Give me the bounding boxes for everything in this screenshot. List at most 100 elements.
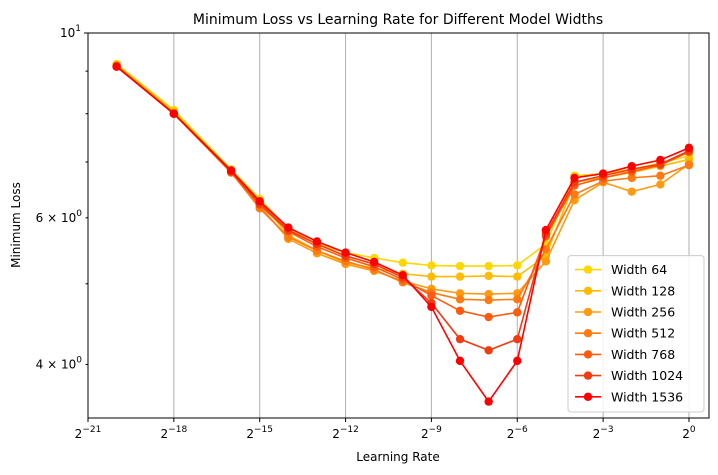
data-point — [284, 223, 293, 232]
x-tick-label-base: 2 — [161, 427, 169, 441]
x-tick-label-exponent: −15 — [254, 425, 273, 435]
data-point — [427, 261, 436, 270]
data-point — [427, 272, 436, 281]
series-width-1536 — [112, 62, 694, 406]
data-point — [513, 308, 522, 317]
x-tick-label: 20 — [682, 425, 696, 441]
legend-box — [567, 255, 705, 413]
x-tick-label-base: 2 — [75, 427, 83, 441]
x-tick-label-base: 2 — [332, 427, 340, 441]
data-point — [513, 356, 522, 366]
x-tick-label: 2−3 — [593, 425, 614, 441]
data-point — [398, 270, 407, 280]
data-point — [484, 346, 493, 355]
data-point — [627, 173, 636, 183]
data-point — [484, 397, 493, 406]
legend-marker — [583, 392, 593, 401]
x-axis-label: Learning Rate — [356, 450, 439, 464]
x-tick-label-base: 2 — [682, 427, 690, 441]
legend-label: Width 512 — [611, 326, 675, 341]
x-tick-label: 2−21 — [75, 425, 102, 441]
data-point — [427, 291, 436, 300]
data-point — [513, 334, 522, 344]
x-tick-label-exponent: −6 — [514, 425, 528, 435]
x-tick-label: 2−12 — [332, 425, 359, 441]
legend-marker — [583, 307, 593, 317]
data-point — [455, 334, 465, 344]
data-point — [541, 225, 551, 235]
plot-frame — [87, 32, 710, 419]
x-tick-label: 2−6 — [507, 425, 528, 441]
y-tick-label-exponent: 1 — [75, 24, 81, 34]
data-point — [656, 155, 665, 165]
data-point — [455, 295, 465, 304]
data-point — [484, 271, 493, 281]
data-point — [541, 257, 551, 266]
y-tick-label: 101 — [60, 24, 81, 40]
x-tick-label-base: 2 — [421, 427, 429, 441]
data-point — [341, 248, 350, 257]
data-point — [484, 289, 493, 299]
data-point — [455, 272, 465, 281]
series-layer — [112, 59, 694, 406]
data-point — [312, 237, 322, 246]
x-tick-label-exponent: −18 — [168, 425, 187, 435]
data-point — [255, 197, 264, 206]
chart-title: Minimum Loss vs Learning Rate for Differ… — [193, 12, 603, 28]
legend-label: Width 256 — [611, 305, 675, 320]
legend-label: Width 1024 — [611, 368, 683, 383]
y-tick-label: 4 × 100 — [36, 355, 83, 371]
data-point — [112, 62, 121, 71]
y-tick-label-base: 4 × 10 — [36, 357, 77, 371]
data-point — [169, 109, 179, 118]
x-tick-label-exponent: −21 — [82, 425, 101, 435]
y-tick-label-base: 10 — [60, 26, 75, 40]
legend-item: Width 1024 — [575, 368, 683, 383]
data-point — [656, 180, 665, 189]
x-tick-label: 2−15 — [246, 425, 273, 441]
data-point — [484, 295, 493, 305]
data-point — [513, 295, 522, 304]
y-tick-label-exponent: 0 — [76, 355, 82, 365]
data-point — [427, 302, 436, 312]
data-point — [513, 272, 522, 281]
data-point — [455, 356, 465, 366]
legend-label: Width 64 — [611, 262, 667, 277]
legend-label: Width 128 — [611, 283, 675, 298]
legend-marker — [583, 350, 593, 359]
data-point — [684, 160, 694, 170]
data-point — [656, 171, 665, 180]
legend-marker — [583, 265, 593, 274]
data-point — [484, 312, 493, 322]
legend-marker — [583, 371, 593, 380]
data-point — [484, 261, 493, 271]
y-tick-label-exponent: 0 — [76, 209, 82, 219]
legend-item: Width 1536 — [575, 389, 683, 404]
x-tick-label-exponent: −12 — [340, 425, 359, 435]
x-tick-label-base: 2 — [593, 427, 601, 441]
data-point — [455, 306, 465, 315]
y-tick-label: 6 × 100 — [36, 209, 83, 225]
x-tick-label: 2−18 — [161, 425, 188, 441]
data-point — [541, 245, 551, 254]
legend-item: Width 256 — [575, 305, 675, 320]
legend-marker — [583, 286, 593, 295]
legend-marker — [583, 329, 593, 338]
legend-item: Width 768 — [575, 347, 675, 362]
grid-lines — [87, 33, 690, 418]
data-point — [398, 258, 407, 267]
x-tick-label-base: 2 — [507, 427, 515, 441]
legend: Width 64 Width 128 Width 256 Width 512 Width… — [567, 255, 705, 413]
data-point — [570, 173, 579, 183]
legend-label: Width 1536 — [611, 389, 683, 404]
x-axis-ticks: 2−21 2−18 2−15 2−12 2−9 2−6 2−3 20 — [75, 418, 696, 441]
data-point — [684, 143, 694, 153]
data-point — [627, 187, 636, 196]
x-tick-label-base: 2 — [246, 427, 254, 441]
series-width-64 — [112, 59, 694, 271]
data-point — [598, 169, 608, 178]
data-point — [455, 261, 465, 271]
x-tick-label-exponent: −3 — [600, 425, 613, 435]
